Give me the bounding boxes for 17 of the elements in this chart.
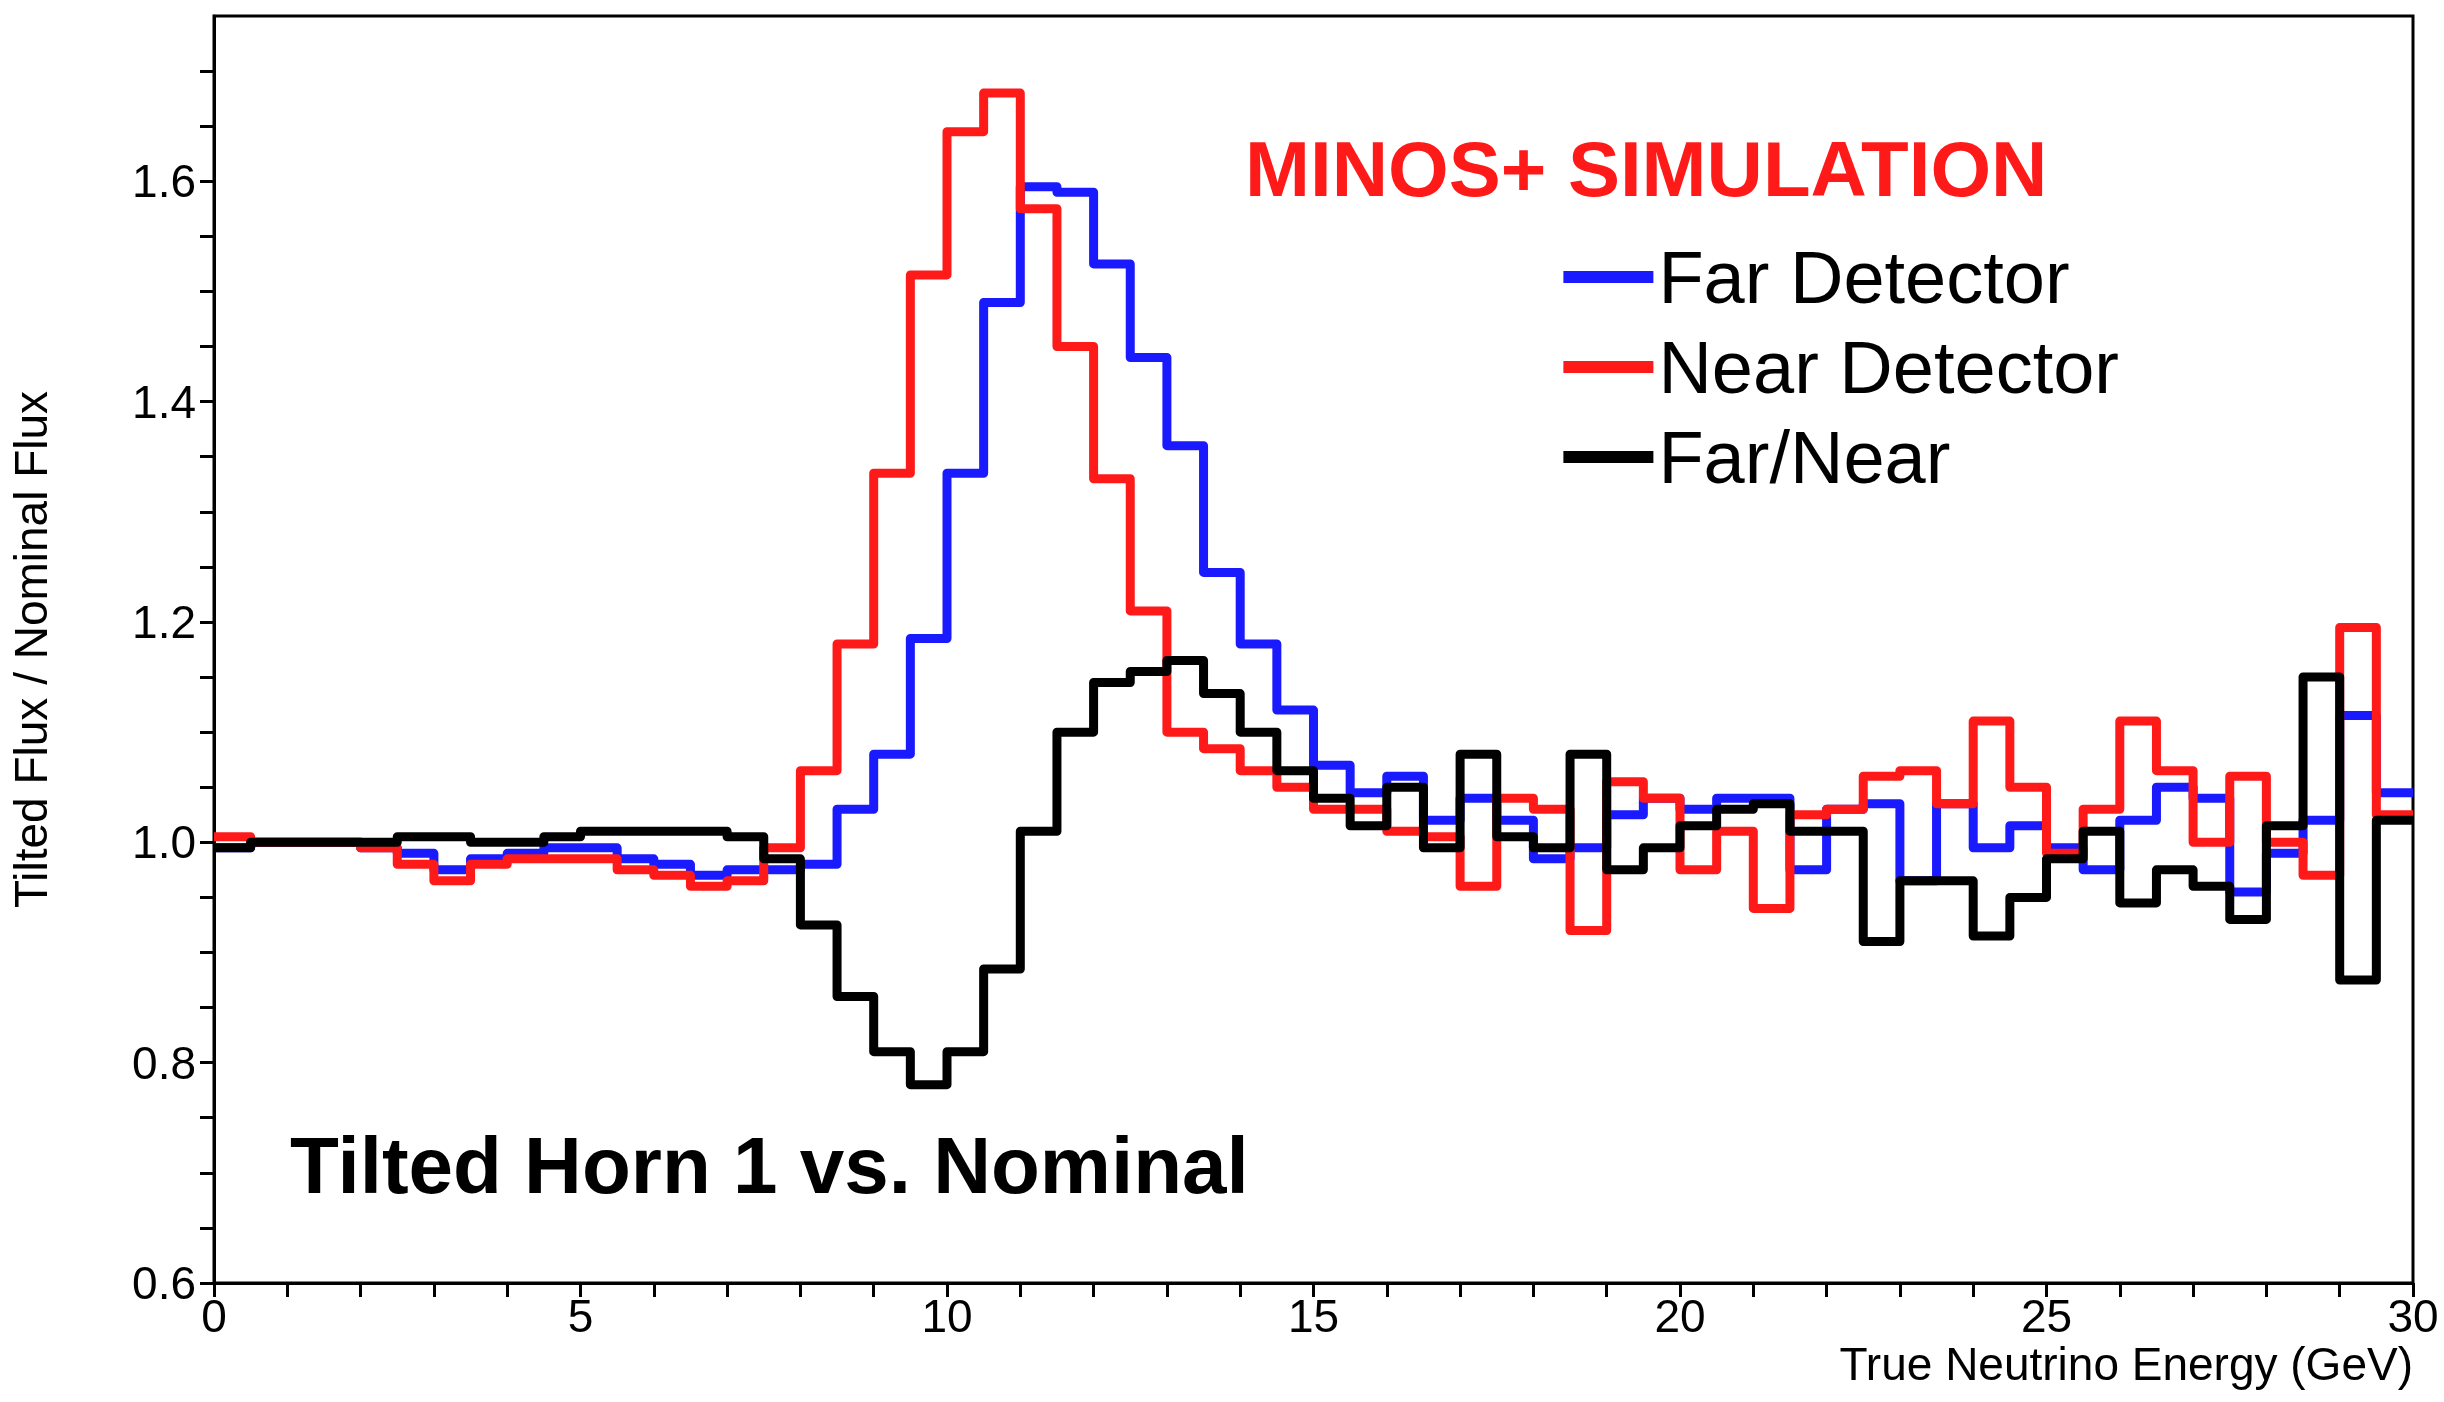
legend-label: Far/Near bbox=[1658, 415, 1951, 499]
x-tick-label: 0 bbox=[201, 1290, 227, 1342]
x-tick-label: 15 bbox=[1287, 1290, 1340, 1342]
y-tick-label: 1.6 bbox=[132, 155, 196, 208]
annotation: Tilted Horn 1 vs. Nominal bbox=[290, 1120, 1249, 1210]
y-tick-label: 1.0 bbox=[132, 816, 196, 869]
x-tick-label: 20 bbox=[1654, 1290, 1706, 1342]
annotation: MINOS+ SIMULATION bbox=[1245, 125, 2048, 213]
y-tick-label: 1.2 bbox=[132, 595, 196, 648]
legend-label: Near Detector bbox=[1658, 325, 2119, 409]
x-tick-label: 10 bbox=[921, 1290, 973, 1342]
y-axis-title: Tilted Flux / Nominal Flux bbox=[5, 390, 57, 909]
y-tick-label: 1.4 bbox=[132, 375, 196, 428]
y-tick-label: 0.8 bbox=[132, 1036, 196, 1089]
legend-label: Far Detector bbox=[1658, 235, 2070, 319]
x-tick-label: 5 bbox=[567, 1290, 594, 1342]
y-tick-label: 0.6 bbox=[132, 1257, 196, 1309]
